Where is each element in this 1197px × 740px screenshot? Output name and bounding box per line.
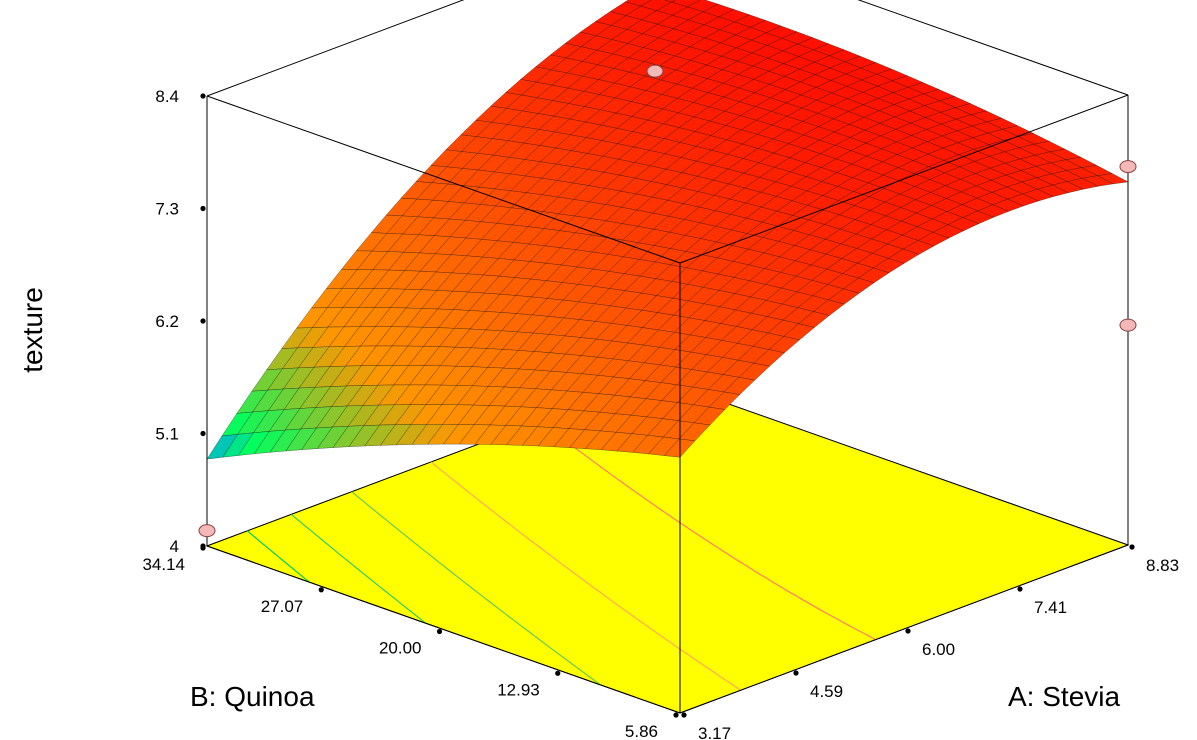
a-tick-label: 6.00: [922, 640, 955, 659]
z-tick-label: 8.4: [155, 87, 179, 106]
z-tick-label: 6.2: [155, 312, 179, 331]
z-tick-label: 7.3: [155, 200, 179, 219]
b-tick-label: 5.86: [625, 722, 658, 740]
design-point: [1119, 160, 1137, 174]
a-tick-mark: [681, 712, 687, 718]
a-tick-label: 3.17: [698, 724, 731, 740]
axis-ticks: 4 5.1 6.2 7.3 8.4 5.86 12.93 20.00 27.07 34.14 3.1…: [142, 87, 1179, 740]
top-left-back-edge: [206, 0, 465, 97]
z-tick-mark: [200, 318, 206, 324]
design-point: [1119, 318, 1137, 332]
contour-line: [351, 491, 602, 686]
top-right-back-edge: [857, 0, 1129, 96]
z-axis-title: texture: [17, 287, 48, 373]
contour-line: [430, 461, 742, 691]
design-point: [646, 64, 664, 78]
response-surface: [206, 0, 1129, 460]
a-tick-mark: [905, 628, 911, 634]
contour-line: [290, 513, 427, 624]
surface-cell: [663, 0, 676, 3]
b-tick-label: 27.07: [261, 597, 304, 616]
a-axis-title: A: Stevia: [1008, 681, 1120, 712]
b-tick-mark: [555, 670, 561, 676]
floor-left-front-edge: [206, 545, 681, 714]
a-tick-label: 4.59: [810, 682, 843, 701]
b-tick-mark: [318, 587, 324, 593]
top-left-front-edge: [206, 95, 681, 264]
top-right-front-edge: [679, 94, 1129, 264]
z-tick-mark: [200, 430, 206, 437]
a-tick-label: 8.83: [1146, 556, 1179, 575]
b-tick-mark: [436, 628, 443, 635]
z-tick-mark: [200, 205, 206, 212]
z-tick-label: 4: [170, 537, 179, 556]
a-tick-mark: [1017, 586, 1023, 592]
design-points: [198, 64, 1137, 538]
b-tick-label: 20.00: [379, 639, 422, 658]
b-tick-mark: [673, 712, 679, 718]
a-tick-label: 7.41: [1034, 598, 1067, 617]
floor-right-front-edge: [679, 544, 1129, 714]
z-tick-mark: [200, 93, 206, 99]
b-tick-label: 12.93: [497, 680, 540, 699]
b-tick-label: 34.14: [142, 555, 185, 574]
z-tick-label: 5.1: [155, 425, 179, 444]
a-tick-mark: [793, 670, 799, 676]
contour-line: [246, 530, 310, 583]
design-point: [198, 524, 216, 538]
b-axis-title: B: Quinoa: [190, 681, 315, 712]
b-tick-mark: [200, 545, 206, 551]
a-tick-mark: [1129, 544, 1135, 550]
